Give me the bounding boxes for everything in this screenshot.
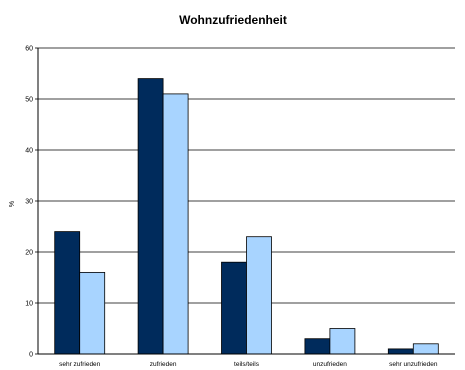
bar-series1-2 <box>221 261 247 355</box>
bar-series2-0 <box>79 271 106 355</box>
x-tick-label: zufrieden <box>150 361 177 368</box>
bar-series1-0 <box>54 231 81 355</box>
y-tick-label: 0 <box>29 352 33 359</box>
bar-series2-1 <box>162 93 189 355</box>
axes <box>35 47 455 355</box>
y-tick-label: 30 <box>25 199 33 206</box>
y-tick-label: 20 <box>25 250 33 257</box>
bar-series1-4 <box>387 348 414 355</box>
bar-series1-1 <box>137 78 164 355</box>
y-axis-label: % <box>9 201 16 207</box>
x-tick-labels: sehr zufrieden zufrieden teils/teils unzufr… <box>59 361 438 368</box>
gridlines <box>38 47 455 304</box>
bar-series2-2 <box>246 236 272 355</box>
chart-title: Wohnzufriedenheit <box>179 13 287 27</box>
x-tick-label: unzufrieden <box>313 361 347 368</box>
bar-series1-3 <box>304 338 331 355</box>
bar-series2-4 <box>412 343 439 355</box>
y-tick-label: 60 <box>25 46 33 53</box>
x-tick-label: sehr unzufrieden <box>389 361 438 368</box>
x-tick-label: teils/teils <box>234 361 260 368</box>
y-tick-label: 50 <box>25 97 33 104</box>
y-tick-labels: 0 10 20 30 40 50 60 <box>25 46 33 359</box>
y-tick-label: 10 <box>25 301 33 308</box>
bars <box>54 78 439 355</box>
bar-series2-3 <box>329 328 356 355</box>
x-tick-label: sehr zufrieden <box>59 361 101 368</box>
y-tick-label: 40 <box>25 148 33 155</box>
